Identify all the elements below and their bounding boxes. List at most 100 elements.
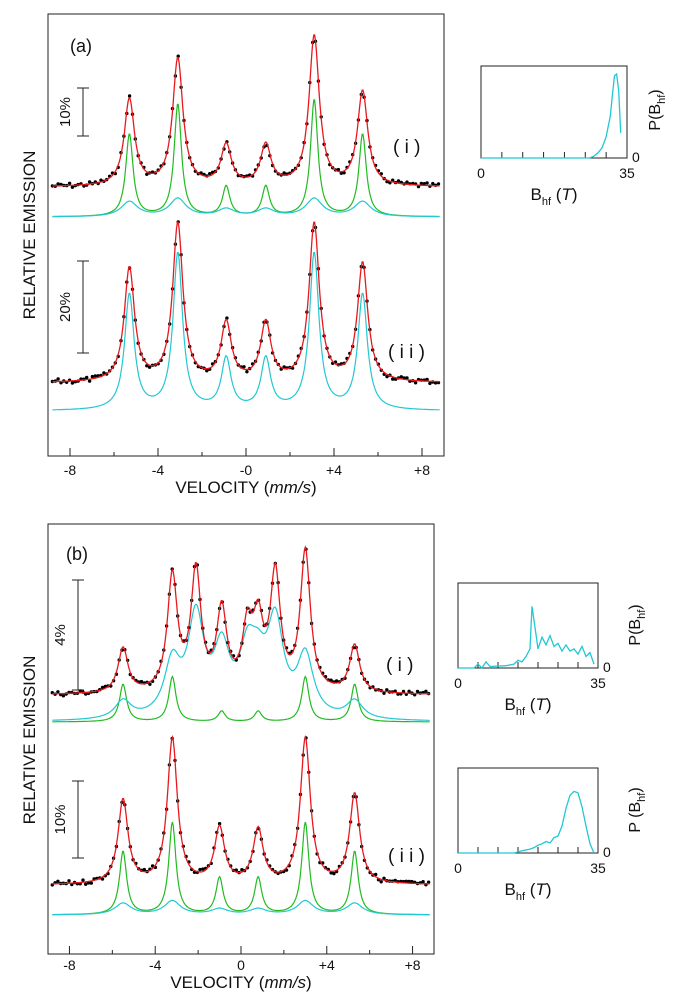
panel-b-spectrum-1-fit-line xyxy=(52,544,430,695)
panel-b-inset-1-frame xyxy=(457,582,599,669)
panel-b-spectrum-2-data-point xyxy=(56,879,60,883)
panel-b-frame xyxy=(47,523,435,955)
panel-a-xtick-label: -4 xyxy=(152,462,165,478)
panel-b-inset-2-xtick-label: 0 xyxy=(454,860,462,876)
panel-b-spectrum-2-data-point xyxy=(217,822,222,826)
panel-a-spectrum-2-data-point xyxy=(385,374,389,379)
panel-a-spectrum-1-sextet-line xyxy=(52,99,440,218)
panel-a-spectrum-2-data-point xyxy=(102,371,106,375)
panel-b-inset-2-frame xyxy=(457,767,599,854)
panel-b-spectrum-1-data-point xyxy=(78,689,82,693)
panel-a-frame xyxy=(47,13,445,457)
panel-b-spectrum-1-data-point xyxy=(56,690,60,694)
panel-a-spectrum-2-data-point xyxy=(391,377,395,381)
panel-a-spectrum-1-data-point xyxy=(70,185,75,189)
panel-b-inset-2-curve xyxy=(458,790,595,854)
panel-b-xtick-label: -4 xyxy=(149,957,162,973)
panel-a-spectrum-2-data-point xyxy=(242,365,246,369)
panel-a-spectrum-2-data-point xyxy=(425,377,429,382)
panel-a-spectrum-2-data-point xyxy=(205,369,209,373)
panel-b-spectrum-2-data-point xyxy=(410,879,414,884)
panel-b-inset-2-ytick-label: 0 xyxy=(603,844,611,860)
panel-b-spectrum-2-sextet-line xyxy=(52,821,430,916)
panel-b-spectrum-1-data-point xyxy=(382,691,386,695)
panel-b-scale-bar-label: 4% xyxy=(52,624,69,646)
panel-a-spectrum-2-data-point xyxy=(56,377,60,381)
panel-a-spectrum-2-data-point xyxy=(90,374,95,379)
panel-b-inset-1-xtick-label: 0 xyxy=(454,675,462,691)
panel-a-spectrum-1-data-point xyxy=(87,180,92,184)
panel-b-spectrum-2-data-point xyxy=(329,871,333,875)
panel-a-spectrum-2-distribution-line xyxy=(52,252,440,411)
panel-b-spectrum-1-data-point xyxy=(139,679,144,684)
panel-a-spectrum-1-data-point xyxy=(396,179,401,183)
panel-a-spectrum-1-data-point xyxy=(208,172,212,176)
panel-b-xtick-label: +8 xyxy=(405,957,421,973)
panel-a-inset-1-curve xyxy=(481,72,622,159)
panel-b-spectrum-2-data-point xyxy=(374,872,378,877)
panel-a-spectrum-2-data-point xyxy=(85,375,89,380)
panel-b-spectrum-2-data-point xyxy=(332,871,336,876)
panel-a-spectrum-1-data-point xyxy=(67,181,72,185)
panel-a-spectrum-2-data-point xyxy=(70,381,75,385)
panel-b-spectrum-2-data-point xyxy=(382,876,386,880)
panel-b-spectrum-2-data-point xyxy=(404,879,408,883)
panel-a-spectrum-1-data-point xyxy=(425,181,429,185)
panel-b-inset-2-x-axis-label: Bhf (T) xyxy=(505,880,552,903)
panel-a-spectrum-1-data-point xyxy=(419,181,423,186)
panel-b-spectrum-2-data-point xyxy=(393,878,397,883)
panel-b-spectrum-1-data-point xyxy=(148,682,152,686)
panel-b-spectrum-1-sextet-line xyxy=(52,675,430,723)
panel-a-spectrum-2-data-point xyxy=(405,376,409,380)
panel-b-inset-1-xtick-label: 35 xyxy=(590,675,606,691)
panel-a-inset-1-xtick-label: 35 xyxy=(619,165,635,181)
panel-a-inset-1-ytick-label: 0 xyxy=(632,149,640,165)
panel-a-y-axis-label: RELATIVE EMISSION xyxy=(20,151,39,320)
panel-b-spectrum-1-distribution-line xyxy=(52,603,430,721)
panel-b-spectrum-2-data-point xyxy=(240,868,244,872)
panel-b-spectrum-1-data-point xyxy=(100,685,105,690)
panel-b-spectrum-2-fit-line xyxy=(52,734,430,885)
panel-a-spectrum-1-label: ( i ) xyxy=(393,137,420,158)
panel-a-spectrum-2-data-point xyxy=(399,375,403,379)
panel-b-inset-1-curve xyxy=(458,606,595,670)
panel-a-spectrum-2-label: ( i i ) xyxy=(388,342,425,363)
panel-b-inset-2-xtick-label: 35 xyxy=(590,860,606,876)
panel-a-spectrum-2-fit-line xyxy=(52,221,440,383)
panel-a-x-axis-label: VELOCITY (mm/s) xyxy=(175,478,316,497)
panel-a-scale-bar-label: 20% xyxy=(57,292,74,322)
panel-b-spectrum-2-data-point xyxy=(407,879,411,884)
panel-a-xtick-label: +8 xyxy=(414,462,430,478)
panel-a-spectrum-1-data-point xyxy=(282,171,286,175)
panel-a-scale-bar-label: 10% xyxy=(57,97,74,127)
panel-b-inset-1-ytick-label: 0 xyxy=(603,659,611,675)
panel-b-spectrum-2-data-point xyxy=(234,868,238,872)
panel-b-inset-2-y-axis-label: P (Bhf) xyxy=(627,787,648,832)
panel-b-x-axis-label: VELOCITY (mm/s) xyxy=(170,973,311,992)
panel-a-inset-1-x-axis-label: Bhf (T) xyxy=(531,185,578,208)
panel-a-spectrum-2-data-point xyxy=(147,365,152,369)
panel-b-spectrum-2-data-point xyxy=(89,881,94,885)
panel-b-spectrum-1-label: ( i ) xyxy=(386,655,413,676)
panel-b-spectrum-1-data-point xyxy=(424,689,428,693)
panel-b-spectrum-2-distribution-line xyxy=(52,899,430,916)
panel-b-xtick-label: -8 xyxy=(63,957,76,973)
panel-a-xtick-label: +4 xyxy=(326,462,342,478)
panel-a-spectrum-1-data-point xyxy=(336,167,341,172)
panel-b-spectrum-2-data-point xyxy=(142,867,146,872)
panel-b-spectrum-2-data-point xyxy=(81,878,85,882)
panel-b-xtick-label: 0 xyxy=(237,957,245,973)
panel-a-inset-1-y-axis-label: P(Bhf) xyxy=(647,89,668,130)
panel-b-spectrum-2-data-point xyxy=(421,880,425,884)
panel-a-spectrum-1-data-point xyxy=(405,180,409,184)
panel-a-spectrum-1-data-point xyxy=(422,182,426,186)
panel-b-inset-1-y-axis-label: P(Bhf) xyxy=(627,604,648,645)
panel-a-xtick-label: -0 xyxy=(240,462,253,478)
panel-a-spectrum-1-data-point xyxy=(431,181,435,186)
panel-a-spectrum-1-data-point xyxy=(436,182,441,186)
panel-a-xtick-label: -8 xyxy=(64,462,77,478)
panel-a-spectrum-2-data-point xyxy=(428,381,432,386)
panel-a-spectrum-2-data-point xyxy=(87,379,92,383)
panel-b-spectrum-2-data-point xyxy=(201,867,205,871)
